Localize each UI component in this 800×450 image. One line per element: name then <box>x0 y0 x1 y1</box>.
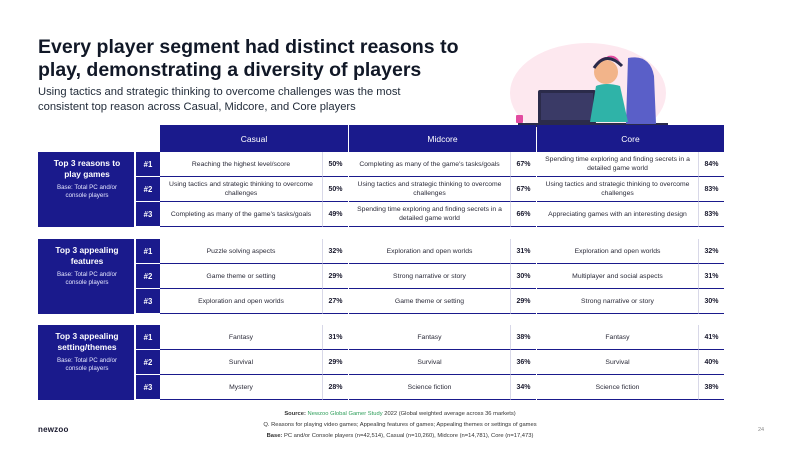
reason-cell: Mystery <box>160 375 322 400</box>
percent-cell: 31% <box>510 239 536 264</box>
percent-cell: 30% <box>510 264 536 289</box>
reason-cell: Using tactics and strategic thinking to … <box>160 177 322 202</box>
reason-cell: Science fiction <box>537 375 698 400</box>
percent-cell: 84% <box>698 152 724 177</box>
percent-cell: 67% <box>510 177 536 202</box>
percent-cell: 29% <box>510 289 536 314</box>
percent-cell: 50% <box>322 177 348 202</box>
reason-cell: Survival <box>537 350 698 375</box>
reason-cell: Survival <box>160 350 322 375</box>
section-label: Top 3 reasons to play games Base: Total P… <box>38 152 134 227</box>
page-title: Every player segment had distinct reason… <box>38 36 459 81</box>
percent-cell: 38% <box>510 325 536 350</box>
rank-label: #1 <box>136 325 160 349</box>
reason-cell: Fantasy <box>537 325 698 350</box>
reason-cell: Completing as many of the game's tasks/g… <box>349 152 510 177</box>
section-base: Base: Total PC and/or console players <box>56 271 118 287</box>
gamer-illustration <box>510 43 668 138</box>
reason-cell: Survival <box>349 350 510 375</box>
reason-cell: Game theme or setting <box>349 289 510 314</box>
percent-cell: 40% <box>698 350 724 375</box>
rank-label: #2 <box>136 264 160 288</box>
percent-cell: 31% <box>322 325 348 350</box>
percent-cell: 31% <box>698 264 724 289</box>
percent-cell: 27% <box>322 289 348 314</box>
section-heading: Top 3 reasons to play games <box>53 158 121 179</box>
section-label: Top 3 appealing setting/themes Base: Tota… <box>38 325 134 400</box>
reason-cell: Exploration and open worlds <box>160 289 322 314</box>
page-subtitle: Using tactics and strategic thinking to … <box>38 86 401 113</box>
reason-cell: Puzzle solving aspects <box>160 239 322 264</box>
rank-label: #3 <box>136 289 160 313</box>
reason-cell: Using tactics and strategic thinking to … <box>349 177 510 202</box>
reason-cell: Game theme or setting <box>160 264 322 289</box>
percent-cell: 30% <box>698 289 724 314</box>
reason-cell: Spending time exploring and finding secr… <box>349 202 510 227</box>
rank-label: #1 <box>136 152 160 176</box>
percent-cell: 41% <box>698 325 724 350</box>
percent-cell: 28% <box>322 375 348 400</box>
reason-cell: Multiplayer and social aspects <box>537 264 698 289</box>
reason-cell: Strong narrative or story <box>349 264 510 289</box>
section-heading: Top 3 appealing setting/themes <box>55 331 119 352</box>
percent-cell: 32% <box>322 239 348 264</box>
section-heading: Top 3 appealing features <box>55 245 119 266</box>
reason-cell: Using tactics and strategic thinking to … <box>537 177 698 202</box>
percent-cell: 83% <box>698 177 724 202</box>
rank-label: #3 <box>136 375 160 399</box>
page-number: 24 <box>758 427 765 433</box>
percent-cell: 32% <box>698 239 724 264</box>
percent-cell: 29% <box>322 264 348 289</box>
rank-label: #2 <box>136 350 160 374</box>
percent-cell: 34% <box>510 375 536 400</box>
rank-label: #1 <box>136 239 160 263</box>
percent-cell: 49% <box>322 202 348 227</box>
reason-cell: Exploration and open worlds <box>537 239 698 264</box>
column-header-casual: Casual <box>160 125 348 152</box>
percent-cell: 66% <box>510 202 536 227</box>
rank-label: #2 <box>136 177 160 201</box>
reason-cell: Completing as many of the game's tasks/g… <box>160 202 322 227</box>
reason-cell: Strong narrative or story <box>537 289 698 314</box>
question-note: Q. Reasons for playing video games; Appe… <box>263 422 537 428</box>
column-header-core: Core <box>537 125 724 152</box>
reason-cell: Spending time exploring and finding secr… <box>537 152 698 177</box>
percent-cell: 67% <box>510 152 536 177</box>
percent-cell: 83% <box>698 202 724 227</box>
reason-cell: Appreciating games with an interesting d… <box>537 202 698 227</box>
percent-cell: 29% <box>322 350 348 375</box>
section-base: Base: Total PC and/or console players <box>56 357 118 373</box>
section-base: Base: Total PC and/or console players <box>56 184 118 200</box>
newzoo-logo: newzoo <box>38 425 69 434</box>
reason-cell: Fantasy <box>160 325 322 350</box>
section-label: Top 3 appealing features Base: Total PC a… <box>38 239 134 314</box>
rank-label: #3 <box>136 202 160 226</box>
column-header-midcore: Midcore <box>349 125 536 152</box>
source-note: Source: Newzoo Global Gamer Study 2022 (… <box>284 411 516 417</box>
reason-cell: Science fiction <box>349 375 510 400</box>
percent-cell: 50% <box>322 152 348 177</box>
reason-cell: Exploration and open worlds <box>349 239 510 264</box>
percent-cell: 36% <box>510 350 536 375</box>
reason-cell: Reaching the highest level/score <box>160 152 322 177</box>
base-note: Base: PC and/or Console players (n=42,51… <box>266 433 534 439</box>
reason-cell: Fantasy <box>349 325 510 350</box>
percent-cell: 38% <box>698 375 724 400</box>
